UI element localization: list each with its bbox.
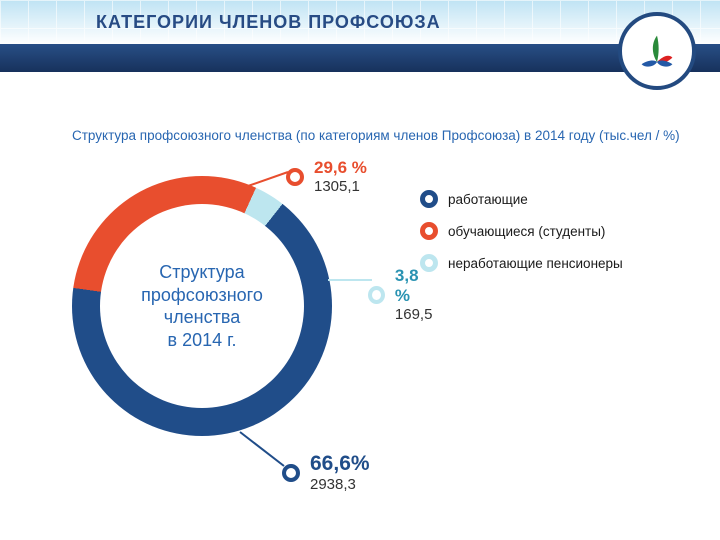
legend-item-working: работающие (420, 190, 623, 208)
callout-pension: 3,8 % 169,5 (368, 266, 434, 323)
header-blue-bar (0, 44, 720, 72)
legend-label: неработающие пенсионеры (448, 256, 623, 271)
page-title: КАТЕГОРИИ ЧЛЕНОВ ПРОФСОЮЗА (96, 12, 441, 33)
legend-label: обучающиеся (студенты) (448, 224, 605, 239)
callout-value: 169,5 (395, 306, 434, 323)
callout-ring-icon (368, 286, 385, 304)
book-leaf-icon (635, 29, 679, 73)
donut-chart: Структурапрофсоюзногочленствав 2014 г. 2… (72, 160, 408, 496)
callout-percent: 3,8 % (395, 266, 434, 306)
callout-value: 1305,1 (314, 178, 367, 195)
donut-center-label: Структурапрофсоюзногочленствав 2014 г. (141, 261, 263, 351)
donut-center: Структурапрофсоюзногочленствав 2014 г. (100, 204, 304, 408)
callout-ring-icon (282, 464, 300, 482)
legend-item-students: обучающиеся (студенты) (420, 222, 623, 240)
header: КАТЕГОРИИ ЧЛЕНОВ ПРОФСОЮЗА (0, 0, 720, 92)
legend: работающие обучающиеся (студенты) нерабо… (420, 190, 623, 272)
callout-ring-icon (286, 168, 304, 186)
legend-swatch-icon (420, 254, 438, 272)
logo (618, 12, 696, 90)
callout-percent: 66,6% (310, 452, 370, 476)
legend-item-pension: неработающие пенсионеры (420, 254, 623, 272)
legend-swatch-icon (420, 222, 438, 240)
chart-subtitle: Структура профсоюзного членства (по кате… (72, 128, 680, 143)
callout-percent: 29,6 % (314, 158, 367, 178)
callout-value: 2938,3 (310, 476, 370, 493)
legend-swatch-icon (420, 190, 438, 208)
callout-students: 29,6 % 1305,1 (286, 158, 367, 195)
legend-label: работающие (448, 192, 528, 207)
callout-working: 66,6% 2938,3 (282, 452, 370, 493)
